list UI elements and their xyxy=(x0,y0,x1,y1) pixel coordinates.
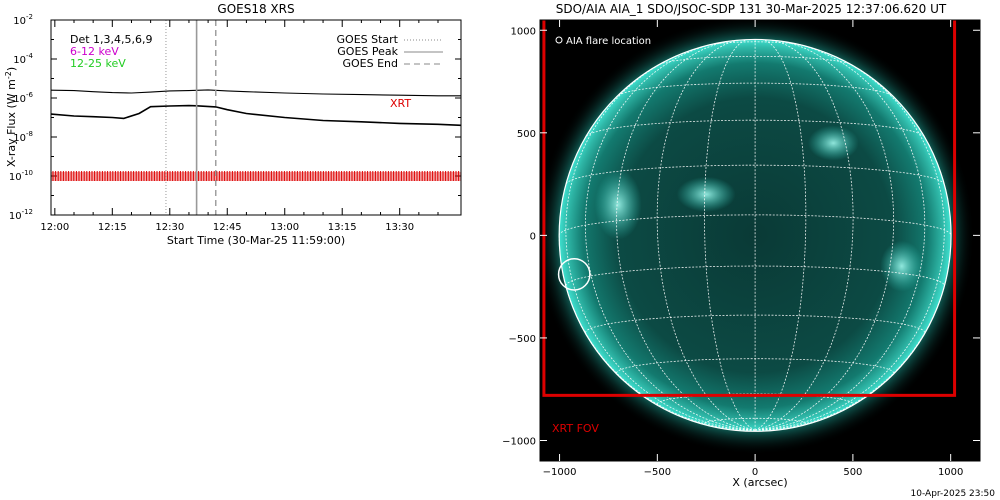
heliographic-grid-line xyxy=(565,54,756,431)
aia-y-tick-label: −1000 xyxy=(502,436,536,447)
goes-event-lines xyxy=(165,20,217,215)
goes-plot-frame xyxy=(50,19,462,216)
goes-y-axis-label-main: X-ray Flux (W m xyxy=(5,79,18,167)
goes-y-axis-label-close: ) xyxy=(5,67,18,71)
goes-legend-low-energy: 6-12 keV xyxy=(70,45,119,58)
goes-x-ticks: 12:00 12:15 12:30 12:45 13:00 13:15 13:30 xyxy=(40,20,439,233)
goes-x-tick-label: 12:15 xyxy=(98,222,127,233)
goes-y-tick-exponent: -4 xyxy=(26,52,34,60)
goes-xrt-label: XRT xyxy=(390,97,411,110)
goes-series-line xyxy=(51,89,461,97)
active-region-bright xyxy=(676,176,736,212)
goes-y-tick-base: 10 xyxy=(13,94,26,105)
goes-legend-peak-label: GOES Peak xyxy=(337,45,398,58)
goes-x-tick-label: 12:30 xyxy=(155,222,184,233)
active-region-bright xyxy=(807,125,859,161)
goes-xrt-markers xyxy=(51,171,461,181)
heliographic-grid-line xyxy=(755,39,854,431)
aia-y-tick-label: 500 xyxy=(517,129,536,140)
goes-y-tick-label: 10-10 xyxy=(9,169,33,183)
aia-x-axis-label: X (arcsec) xyxy=(732,476,787,489)
goes-y-axis-label: X-ray Flux (W m-2) xyxy=(4,67,18,167)
goes-y-tick-label: 10-4 xyxy=(13,52,33,66)
heliographic-grid-line xyxy=(584,42,756,431)
aia-x-tick-label: 500 xyxy=(843,467,862,478)
heliographic-grid-line xyxy=(755,42,926,431)
heliographic-grid-line xyxy=(586,119,925,137)
aia-xrt-fov-label: XRT FOV xyxy=(552,422,599,435)
aia-x-tick-label: −500 xyxy=(644,467,671,478)
goes-y-tick-exponent: -2 xyxy=(26,13,33,21)
heliographic-grid-line xyxy=(755,40,895,431)
goes-y-tick-label: 10-12 xyxy=(9,208,33,222)
aia-plot-frame xyxy=(539,19,981,462)
goes-legend-detectors: Det 1,3,4,5,6,9 xyxy=(70,33,153,46)
goes-legend-start-label: GOES Start xyxy=(337,33,399,46)
goes-legend-high-energy: 12-25 keV xyxy=(70,57,126,70)
heliographic-grid-line xyxy=(565,265,945,286)
active-region-bright xyxy=(880,240,924,292)
heliographic-grid-line xyxy=(656,39,756,431)
goes-y-tick-label: 10-6 xyxy=(13,91,33,105)
sun-limb-outline xyxy=(558,38,952,432)
aia-image-chart: SDO/AIA AIA_1 SDO/JSOC-SDP 131 30-Mar-20… xyxy=(502,2,981,489)
goes-y-tick-exponent: -12 xyxy=(22,208,33,216)
goes-y-tick-base: 10 xyxy=(9,172,22,183)
aia-legend-circle-icon xyxy=(555,36,563,44)
goes-y-axis-label-exponent: -2 xyxy=(4,71,13,79)
goes-y-tick-base: 10 xyxy=(9,211,22,222)
goes-y-tick-base: 10 xyxy=(13,16,26,27)
goes-y-tick-base: 10 xyxy=(13,133,26,144)
heliographic-grid-line xyxy=(708,41,802,46)
goes-y-tick-label: 10-8 xyxy=(13,130,33,144)
heliographic-grid-line xyxy=(704,417,807,424)
aia-x-tick-label: −1000 xyxy=(543,467,577,478)
aia-legend-label: AIA flare location xyxy=(566,36,651,47)
flare-location-marker xyxy=(557,257,591,291)
aia-x-tick-label: 0 xyxy=(752,467,758,478)
goes-x-tick-label: 13:15 xyxy=(328,222,357,233)
heliographic-grid-line xyxy=(659,56,852,65)
aia-y-tick-label: −500 xyxy=(509,334,536,345)
heliographic-grid-line xyxy=(703,39,756,431)
aia-x-tick-label: 1000 xyxy=(938,467,963,478)
aia-y-tick-label: 0 xyxy=(530,231,536,242)
goes-chart-title: GOES18 XRS xyxy=(217,2,294,16)
goes-legend-end-label: GOES End xyxy=(342,57,398,70)
heliographic-grid-line xyxy=(754,39,807,431)
aia-y-tick-label: 1000 xyxy=(511,26,536,37)
heliographic-grid-line xyxy=(755,54,945,431)
goes-x-tick-label: 13:30 xyxy=(385,222,414,233)
xrt-fov-box xyxy=(542,20,957,397)
footer-timestamp: 10-Apr-2025 23:50 xyxy=(911,489,996,499)
goes-x-tick-label: 12:00 xyxy=(40,222,69,233)
goes-x-tick-label: 13:00 xyxy=(270,222,299,233)
aia-x-ticks: −1000 −500 0 500 1000 xyxy=(543,20,963,478)
goes-y-tick-base: 10 xyxy=(13,55,26,66)
goes-y-tick-exponent: -10 xyxy=(22,169,33,177)
aia-y-ticks: −1000 −500 0 500 1000 xyxy=(502,26,980,447)
goes-y-tick-exponent: -8 xyxy=(26,130,33,138)
goes-x-axis-label: Start Time (30-Mar-25 11:59:00) xyxy=(167,234,345,247)
goes-x-tick-label: 12:45 xyxy=(213,222,242,233)
active-region-bright xyxy=(594,169,642,240)
aia-chart-title: SDO/AIA AIA_1 SDO/JSOC-SDP 131 30-Mar-20… xyxy=(556,2,947,16)
goes-y-tick-label: 10-2 xyxy=(13,13,33,27)
heliographic-grid-line xyxy=(616,40,756,431)
goes-y-tick-exponent: -6 xyxy=(26,91,34,99)
